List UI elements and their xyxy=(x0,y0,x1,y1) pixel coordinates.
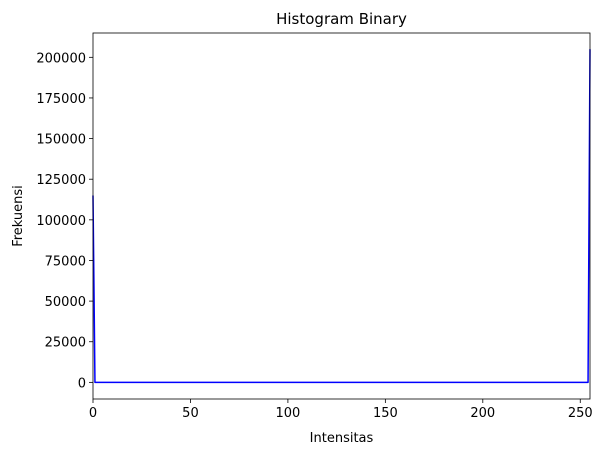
series-line xyxy=(92,49,591,384)
x-tick-label: 50 xyxy=(182,406,199,421)
y-tick-label: 150000 xyxy=(36,133,86,148)
x-axis-label: Intensitas xyxy=(310,431,374,446)
x-tick-label: 200 xyxy=(470,406,495,421)
x-tick-label: 250 xyxy=(568,406,593,421)
chart-title: Histogram Binary xyxy=(276,10,407,28)
x-tick-label: 0 xyxy=(89,406,97,421)
y-tick-label: 175000 xyxy=(36,92,86,107)
y-tick-label: 25000 xyxy=(45,336,86,351)
y-tick-label: 200000 xyxy=(36,51,86,66)
y-tick-label: 50000 xyxy=(45,295,86,310)
y-axis-label: Frekuensi xyxy=(11,185,26,247)
y-axis-ticks: 0 25000 50000 75000 100000 125000 150000 175000… xyxy=(36,51,93,391)
y-tick-label: 125000 xyxy=(36,173,86,188)
x-tick-label: 100 xyxy=(275,406,300,421)
plot-area-frame xyxy=(92,32,591,400)
plot-area-background xyxy=(93,33,590,399)
y-tick-label: 100000 xyxy=(36,214,86,229)
y-tick-label: 75000 xyxy=(45,254,86,269)
x-tick-label: 150 xyxy=(373,406,398,421)
y-tick-label: 0 xyxy=(78,376,86,391)
series-layer xyxy=(92,49,591,384)
x-axis-ticks: 0 50 100 150 200 250 xyxy=(89,399,593,421)
